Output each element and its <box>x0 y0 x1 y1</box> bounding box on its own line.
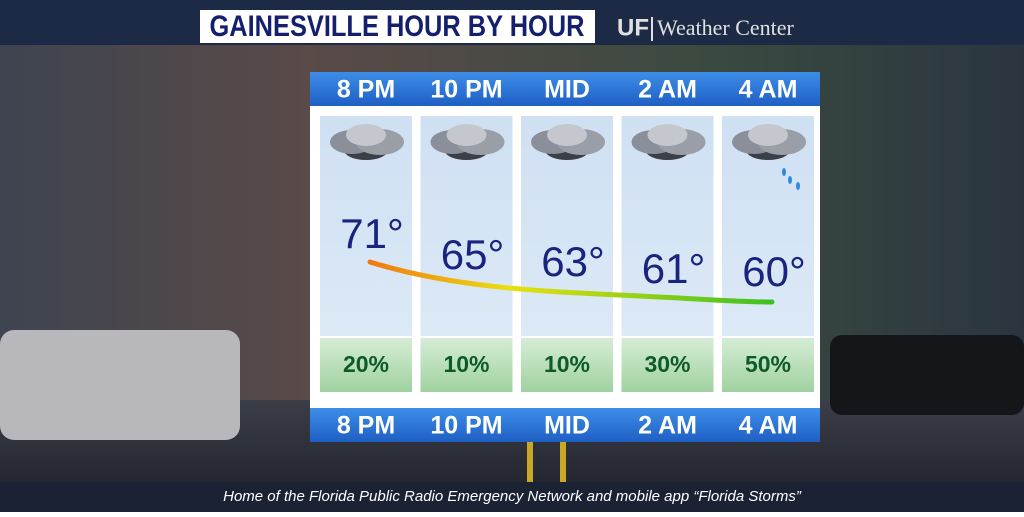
footer-bar <box>0 482 1024 512</box>
precip-chance: 20% <box>343 351 389 377</box>
temperature-trend <box>367 259 775 305</box>
top-time-bar <box>310 72 820 106</box>
cloud <box>446 124 487 146</box>
precip-chance: 30% <box>644 351 690 377</box>
weather-icon <box>631 124 706 160</box>
car <box>830 335 1024 415</box>
precip-chance: 10% <box>443 351 489 377</box>
precip-cell <box>521 338 613 392</box>
precip-chance: 50% <box>745 351 791 377</box>
time-label: 8 PM <box>337 412 395 440</box>
weather-icon <box>531 124 605 160</box>
precip-cell <box>722 338 814 392</box>
footer-text: Home of the Florida Public Radio Emergen… <box>223 488 802 505</box>
precip-cell <box>420 338 513 392</box>
weather-icon <box>330 124 404 160</box>
time-label: 2 AM <box>638 76 697 104</box>
time-label: 10 PM <box>430 76 502 104</box>
temperature: 63° <box>541 238 605 285</box>
brand-short: UF <box>617 14 649 41</box>
time-label: 4 AM <box>739 76 798 104</box>
rain-drop <box>788 176 792 184</box>
brand-name: Weather Center <box>657 15 795 40</box>
precip-cell <box>621 338 714 392</box>
time-label: 8 PM <box>337 76 395 104</box>
car <box>0 330 240 440</box>
title-box <box>200 10 595 43</box>
brand-divider <box>651 17 653 41</box>
title: GAINESVILLE HOUR BY HOUR <box>210 10 585 43</box>
temperature: 71° <box>340 210 404 257</box>
temperature: 61° <box>642 245 706 292</box>
time-label: 2 AM <box>638 412 697 440</box>
precip-chance: 10% <box>544 351 590 377</box>
cloud <box>748 124 788 146</box>
temperature: 65° <box>441 231 505 278</box>
time-label: 10 PM <box>430 412 502 440</box>
road-line <box>527 440 533 485</box>
bottom-time-bar <box>310 408 820 442</box>
cloud <box>547 124 587 146</box>
time-label: MID <box>544 412 590 440</box>
time-label: MID <box>544 76 590 104</box>
rain-drop <box>796 182 800 190</box>
time-label: 4 AM <box>739 412 798 440</box>
precip-cell <box>320 338 412 392</box>
temperature: 60° <box>742 248 806 295</box>
rain-drop <box>782 168 786 176</box>
cloud <box>346 124 386 146</box>
cloud <box>647 124 688 146</box>
road-line <box>560 440 566 485</box>
weather-icon <box>430 124 505 160</box>
weather-icon <box>732 124 806 190</box>
